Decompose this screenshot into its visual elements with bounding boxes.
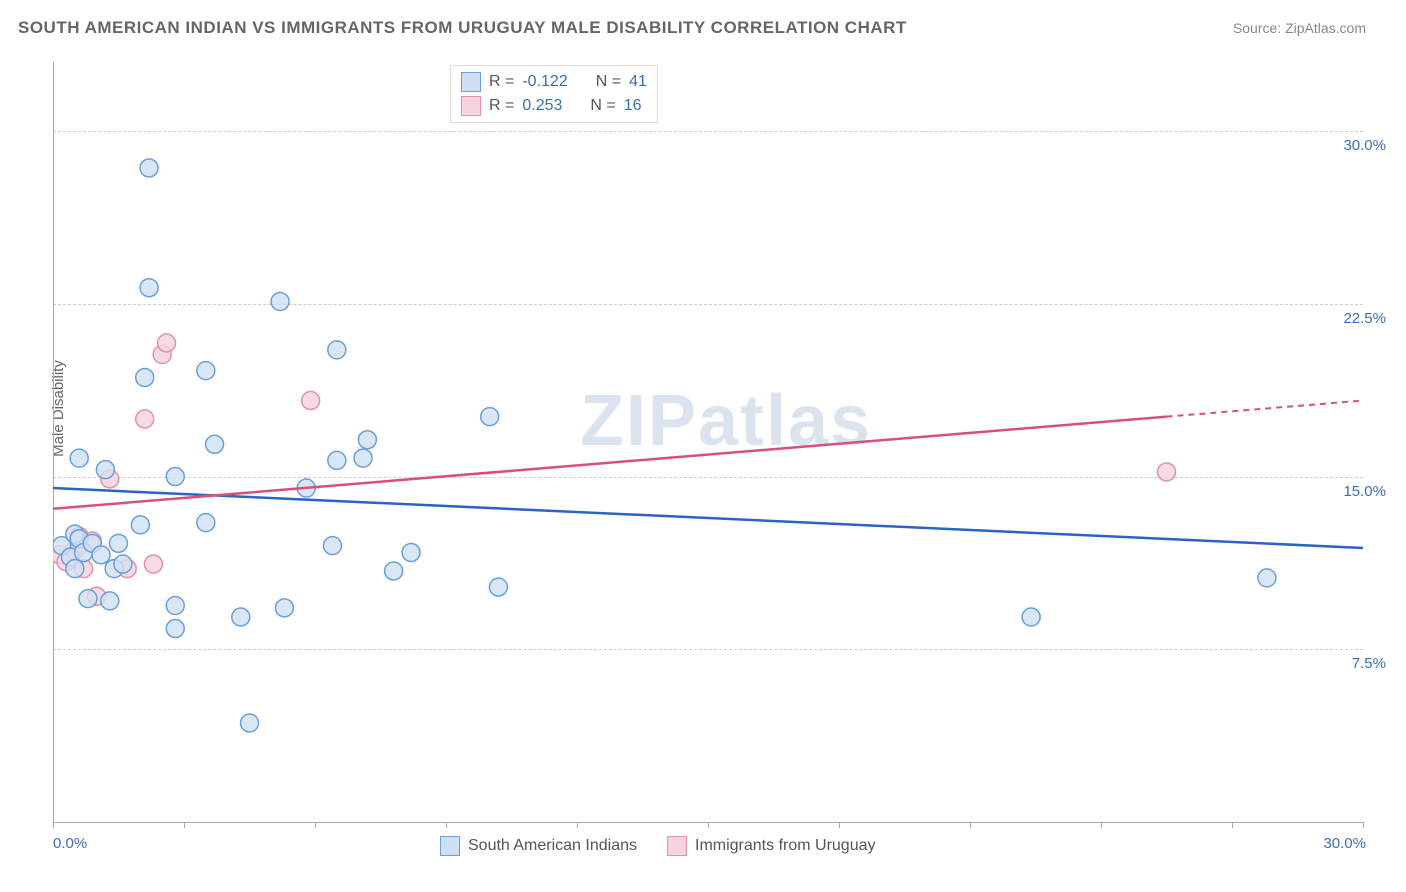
point-series-a <box>114 555 132 573</box>
stats-row-b: R = 0.253 N = 16 <box>461 94 647 118</box>
point-series-a <box>402 544 420 562</box>
point-series-a <box>481 408 499 426</box>
point-series-a <box>385 562 403 580</box>
point-series-a <box>358 431 376 449</box>
point-series-b <box>144 555 162 573</box>
n-value-b: 16 <box>624 97 642 115</box>
point-series-a <box>328 451 346 469</box>
point-series-a <box>166 468 184 486</box>
point-series-b <box>136 410 154 428</box>
point-series-a <box>166 597 184 615</box>
swatch-series-b <box>461 96 481 116</box>
point-series-a <box>131 516 149 534</box>
swatch-series-a <box>461 72 481 92</box>
point-series-b <box>1158 463 1176 481</box>
point-series-a <box>197 362 215 380</box>
r-label-b: R = <box>489 97 514 115</box>
stats-legend: R = -0.122 N = 41 R = 0.253 N = 16 <box>450 65 658 123</box>
point-series-a <box>1258 569 1276 587</box>
x-max-label: 30.0% <box>1323 835 1366 852</box>
point-series-a <box>66 560 84 578</box>
point-series-a <box>241 714 259 732</box>
trendline-series-b <box>53 417 1167 509</box>
trendline-series-b-extrapolated <box>1167 401 1364 417</box>
n-value-a: 41 <box>629 73 647 91</box>
point-series-a <box>328 341 346 359</box>
point-series-a <box>140 279 158 297</box>
point-series-a <box>136 369 154 387</box>
legend-item-b: Immigrants from Uruguay <box>667 836 876 856</box>
legend-item-a: South American Indians <box>440 836 637 856</box>
legend-label-a: South American Indians <box>468 837 637 855</box>
r-label-a: R = <box>489 73 514 91</box>
point-series-a <box>354 449 372 467</box>
series-legend: South American Indians Immigrants from U… <box>440 836 876 856</box>
trendline-series-a <box>53 488 1363 548</box>
swatch-series-b-icon <box>667 836 687 856</box>
point-series-a <box>110 534 128 552</box>
n-label-b: N = <box>590 97 615 115</box>
point-series-a <box>96 461 114 479</box>
legend-label-b: Immigrants from Uruguay <box>695 837 876 855</box>
point-series-a <box>166 620 184 638</box>
point-series-b <box>302 392 320 410</box>
point-series-a <box>206 435 224 453</box>
point-series-a <box>489 578 507 596</box>
point-series-a <box>197 514 215 532</box>
point-series-a <box>275 599 293 617</box>
point-series-a <box>323 537 341 555</box>
source-label: Source: ZipAtlas.com <box>1233 20 1366 36</box>
n-label-a: N = <box>596 73 621 91</box>
chart-container: SOUTH AMERICAN INDIAN VS IMMIGRANTS FROM… <box>0 0 1406 892</box>
r-value-b: 0.253 <box>522 97 562 115</box>
x-min-label: 0.0% <box>53 835 87 852</box>
point-series-a <box>101 592 119 610</box>
chart-title: SOUTH AMERICAN INDIAN VS IMMIGRANTS FROM… <box>18 18 907 38</box>
point-series-a <box>92 546 110 564</box>
point-series-a <box>232 608 250 626</box>
stats-row-a: R = -0.122 N = 41 <box>461 70 647 94</box>
point-series-b <box>158 334 176 352</box>
point-series-a <box>271 293 289 311</box>
point-series-a <box>140 159 158 177</box>
r-value-a: -0.122 <box>522 73 567 91</box>
swatch-series-a-icon <box>440 836 460 856</box>
point-series-a <box>70 449 88 467</box>
chart-svg <box>53 62 1363 822</box>
point-series-a <box>1022 608 1040 626</box>
point-series-a <box>79 590 97 608</box>
